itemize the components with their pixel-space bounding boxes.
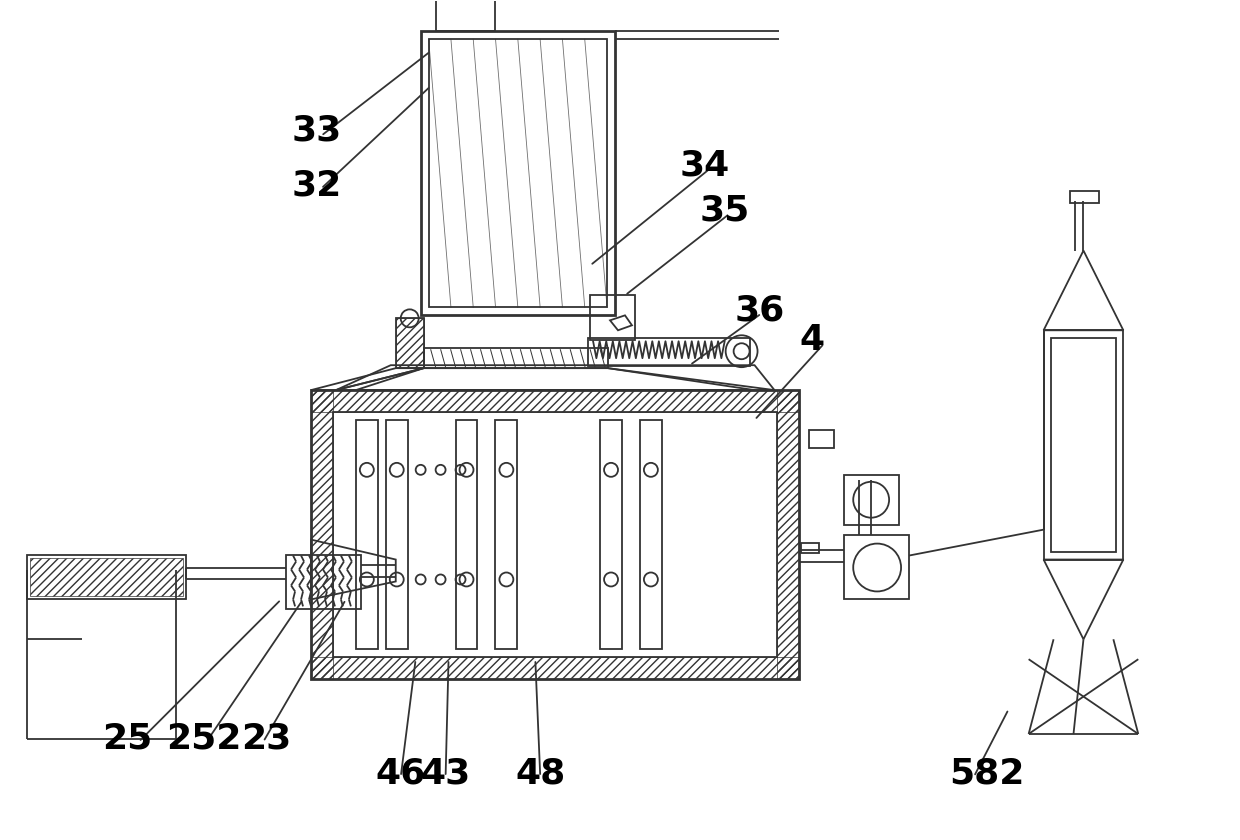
Bar <box>600 420 622 649</box>
Bar <box>334 412 777 657</box>
Bar <box>590 296 635 340</box>
Bar <box>356 420 378 649</box>
Bar <box>455 420 477 649</box>
Bar <box>30 558 184 596</box>
Bar <box>386 420 408 649</box>
Bar <box>396 318 424 368</box>
Text: 48: 48 <box>516 757 565 790</box>
Text: 23: 23 <box>242 722 291 756</box>
Bar <box>311 657 800 680</box>
Text: 25: 25 <box>102 722 153 756</box>
Bar <box>1070 191 1100 202</box>
Bar <box>777 390 800 680</box>
Text: 43: 43 <box>420 757 471 790</box>
Bar <box>588 339 749 366</box>
Bar <box>435 0 496 31</box>
Text: 35: 35 <box>699 194 750 228</box>
Bar <box>801 543 820 553</box>
Bar <box>27 554 186 600</box>
Bar <box>311 390 334 680</box>
Bar <box>1044 330 1123 559</box>
Bar <box>640 420 662 649</box>
Text: 32: 32 <box>291 169 341 202</box>
Bar <box>844 534 909 600</box>
Bar <box>1050 339 1116 552</box>
Bar <box>844 475 899 525</box>
Bar <box>424 349 608 368</box>
Text: 33: 33 <box>291 114 341 148</box>
Text: 34: 34 <box>680 149 730 183</box>
Text: 252: 252 <box>166 722 242 756</box>
Bar <box>429 39 608 307</box>
Bar <box>396 318 424 368</box>
Text: 36: 36 <box>734 293 785 328</box>
Bar <box>311 390 800 412</box>
Bar <box>496 420 517 649</box>
Text: 46: 46 <box>376 757 427 790</box>
Bar <box>311 381 336 680</box>
Text: 4: 4 <box>800 323 825 357</box>
Bar <box>286 554 361 609</box>
Bar <box>420 31 615 315</box>
Text: 582: 582 <box>949 757 1024 790</box>
Bar <box>810 430 835 448</box>
Bar <box>311 390 800 680</box>
